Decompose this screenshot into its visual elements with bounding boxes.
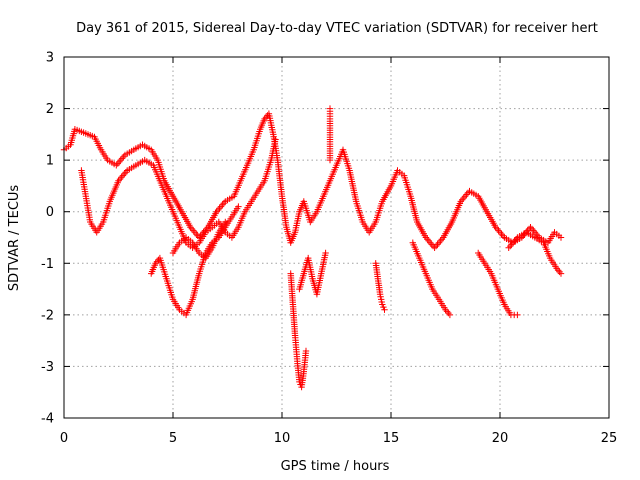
data-point	[495, 227, 502, 234]
data-point	[499, 232, 507, 239]
y-tick-label: 1	[46, 154, 54, 169]
data-point	[432, 242, 440, 250]
data-point	[272, 136, 279, 143]
x-tick-label: 20	[492, 431, 509, 446]
y-tick-label: 2	[46, 102, 54, 117]
data-point	[235, 203, 242, 210]
axes: 0 5 10 15 20 25 -4 -3 -2 -1 0 1 2 3	[41, 51, 617, 447]
data-point	[514, 311, 521, 319]
x-tick-label: 0	[60, 431, 68, 446]
series-track-8	[409, 239, 454, 319]
data-point	[508, 241, 515, 248]
data-point	[114, 160, 121, 167]
x-tick-label: 25	[601, 431, 618, 446]
data-point	[322, 249, 329, 257]
data-point	[443, 308, 451, 315]
data-point	[190, 227, 197, 234]
series-track-3	[148, 203, 242, 319]
data-point	[556, 268, 563, 276]
data-point	[428, 241, 435, 248]
data-point	[119, 172, 127, 179]
data-point	[434, 241, 441, 248]
data-point	[118, 155, 126, 162]
plot-frame	[63, 56, 610, 419]
data-point	[381, 306, 388, 313]
series-track-6	[326, 105, 334, 164]
x-tick-label: 10	[274, 431, 291, 446]
data-point	[220, 199, 228, 207]
series-track-5	[287, 270, 310, 391]
data-point	[431, 244, 438, 251]
series-track-7	[372, 260, 388, 313]
data-point	[524, 227, 531, 234]
data-point	[446, 311, 454, 319]
y-tick-label: 0	[46, 205, 54, 220]
data-point	[530, 227, 537, 234]
chart-title: Day 361 of 2015, Sidereal Day-to-day VTE…	[76, 21, 598, 36]
series-track-9	[475, 249, 521, 319]
data-point	[505, 244, 512, 251]
series-track-10	[505, 229, 565, 277]
grid-lines	[64, 57, 609, 418]
data-point	[121, 170, 128, 178]
data-point	[557, 270, 565, 277]
data-point	[122, 169, 129, 176]
data-point	[120, 153, 127, 160]
series-track-2	[78, 136, 279, 251]
data-point	[222, 218, 229, 226]
y-tick-label: -1	[41, 257, 54, 272]
data-point	[216, 205, 223, 212]
data-point	[326, 105, 334, 112]
x-tick-label: 15	[383, 431, 400, 446]
data-point	[507, 242, 514, 250]
data-point	[302, 347, 310, 355]
series-track-11	[296, 249, 329, 298]
data-point	[557, 234, 565, 241]
data-point	[528, 225, 536, 233]
series-track-1	[60, 110, 565, 251]
y-tick-label: -2	[41, 308, 54, 323]
series-track-4	[169, 218, 229, 262]
data-marks	[60, 105, 565, 391]
data-point	[527, 224, 534, 231]
x-axis-label: GPS time / hours	[281, 459, 390, 474]
y-tick-label: 3	[46, 51, 54, 66]
y-tick-label: -4	[41, 412, 54, 427]
y-tick-label: -3	[41, 360, 54, 375]
y-axis-label: SDTVAR / TECUs	[7, 185, 22, 292]
x-tick-label: 5	[169, 431, 177, 446]
